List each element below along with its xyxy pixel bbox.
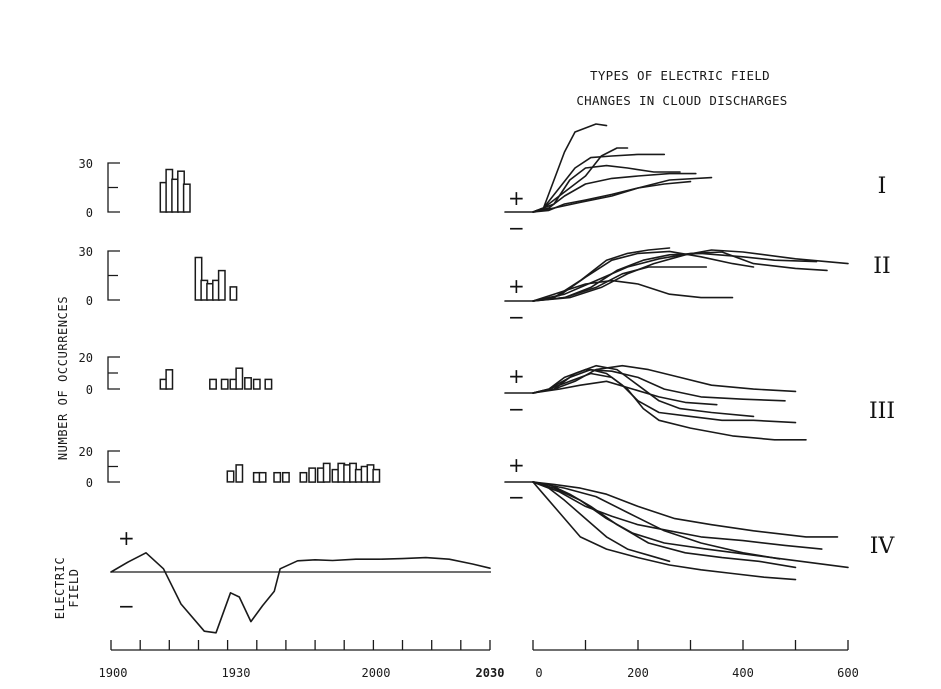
field-change-trace [532, 123, 608, 213]
field-change-trace [532, 481, 849, 569]
field-change-trace [532, 481, 797, 581]
histogram-y-tick: 30 [79, 157, 93, 171]
histogram-y-tick: 0 [86, 294, 93, 308]
histogram-bars [159, 168, 381, 483]
discharge-type-label: II [873, 254, 890, 279]
electric-field-label-line-2: FIELD [67, 568, 81, 607]
histogram-bar [226, 470, 235, 483]
field-change-trace [532, 249, 849, 302]
histogram-scale-bracket [107, 162, 120, 213]
histogram-y-tick: 20 [79, 445, 93, 459]
histogram-bar [209, 378, 217, 390]
histogram-bar [217, 269, 226, 301]
field-change-trace [532, 147, 629, 213]
left-x-tick-label: 2030 [476, 666, 505, 680]
histogram-bar [235, 464, 244, 483]
field-change-trace [532, 172, 697, 213]
histogram-y-tick: 0 [86, 476, 93, 490]
histogram-y-tick: 0 [86, 206, 93, 220]
field-change-trace [532, 368, 797, 424]
chart-title-line-2: CHANGES IN CLOUD DISCHARGES [576, 93, 787, 108]
field-change-trace [532, 252, 818, 302]
field-change-trace [532, 481, 671, 563]
histogram-bar [308, 467, 317, 483]
histogram-bar [273, 471, 282, 483]
histogram-bar [322, 462, 331, 483]
field-change-trace [532, 180, 692, 213]
field-change-trace [532, 164, 681, 213]
field-change-trace [532, 481, 781, 560]
field-change-trace [532, 279, 734, 302]
histogram-y-tick: 30 [79, 245, 93, 259]
histogram-bar [372, 468, 381, 483]
histogram-bar [264, 378, 273, 390]
trace-plus-sign: + [508, 274, 525, 298]
histogram-scale-bracket [107, 356, 120, 390]
left-x-axis: 1900 1930 2000 2030 [99, 640, 505, 680]
histogram-y-tick: 20 [79, 351, 93, 365]
electric-field-label: ELECTRIC [53, 557, 67, 620]
right-x-tick-label: 600 [837, 666, 859, 680]
histogram-bar [235, 367, 244, 390]
trace-plus-sign: + [508, 364, 525, 388]
trace-minus-sign: − [508, 397, 525, 421]
ef-minus-sign: − [118, 594, 135, 618]
field-change-trace [532, 481, 823, 550]
histogram-bar [194, 256, 203, 301]
chart-title-line-1: TYPES OF ELECTRIC FIELD [590, 68, 770, 83]
trace-minus-sign: − [508, 305, 525, 329]
field-change-trace [532, 481, 839, 538]
field-change-trace [532, 364, 755, 418]
right-x-axis: 0 200 400 600 [532, 640, 859, 680]
histogram-bar [252, 378, 261, 390]
histogram-bar [244, 377, 252, 390]
histogram-scale-bracket [107, 450, 120, 483]
trace-minus-sign: − [508, 485, 525, 509]
histogram-bar [165, 369, 174, 390]
ef-plus-sign: + [118, 526, 135, 550]
histogram-bar [281, 471, 290, 483]
field-change-trace [532, 364, 797, 394]
trace-minus-sign: − [508, 216, 525, 240]
left-y-axis-label: NUMBER OF OCCURRENCES [56, 296, 70, 460]
field-change-trace [532, 251, 828, 302]
right-x-tick-label: 200 [627, 666, 649, 680]
right-trace-groups: + − I + − II + − III + − IV [504, 123, 896, 581]
histogram-bar [229, 286, 238, 301]
histogram-y-tick: 0 [86, 383, 93, 397]
field-change-trace [532, 247, 671, 302]
trace-plus-sign: + [508, 453, 525, 477]
field-change-trace [532, 372, 807, 441]
field-change-trace [532, 368, 786, 402]
histogram-scales: 30 0 30 0 20 0 20 0 [79, 157, 120, 490]
field-change-trace [532, 176, 713, 213]
histogram-bar [220, 378, 229, 390]
right-x-tick-label: 400 [732, 666, 754, 680]
trace-plus-sign: + [508, 186, 525, 210]
electric-field-curve [110, 552, 491, 634]
discharge-type-label: I [878, 174, 887, 199]
histogram-bar [258, 471, 267, 483]
histogram-bar [182, 183, 191, 213]
histogram-bar [299, 471, 308, 483]
field-change-trace [532, 153, 666, 213]
left-x-tick-label: 1900 [99, 666, 128, 680]
field-change-trace [532, 380, 718, 406]
discharge-type-label: III [869, 399, 895, 424]
left-x-tick-label: 2000 [362, 666, 391, 680]
field-change-trace [532, 266, 708, 302]
right-x-tick-label: 0 [535, 666, 542, 680]
histogram-scale-bracket [107, 250, 120, 301]
left-x-tick-label: 1930 [222, 666, 251, 680]
discharge-type-label: IV [870, 534, 896, 559]
